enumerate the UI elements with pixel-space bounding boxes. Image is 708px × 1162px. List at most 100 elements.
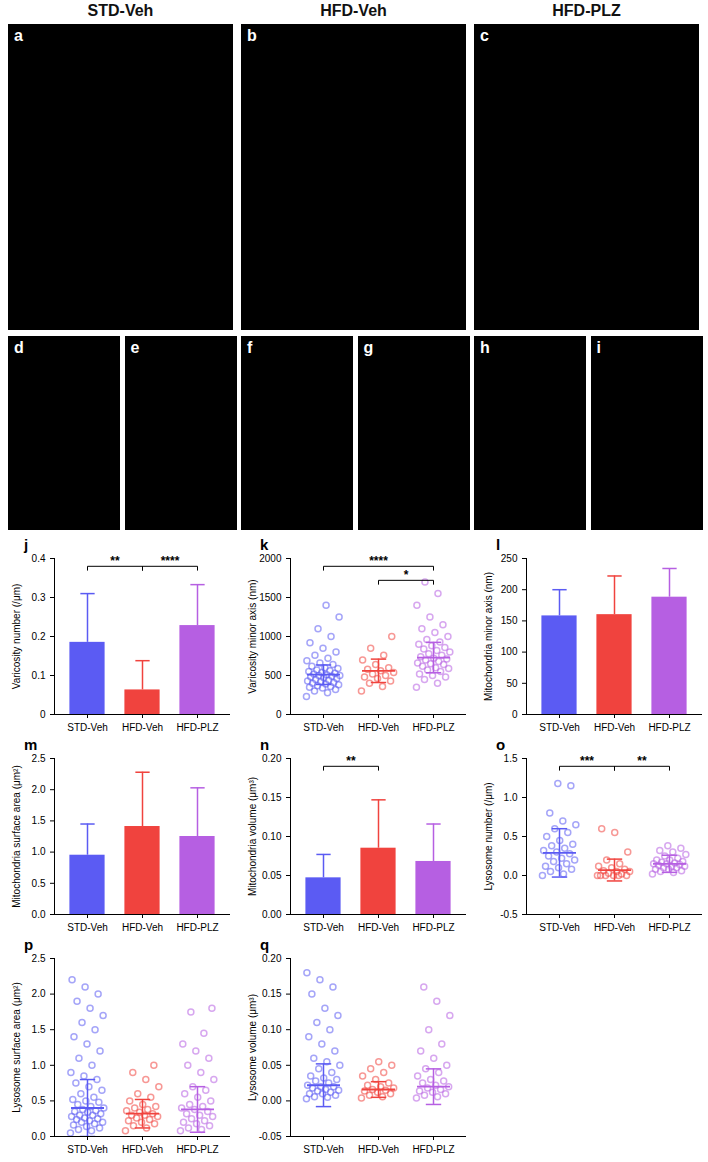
svg-text:HFD-PLZ: HFD-PLZ bbox=[648, 922, 690, 933]
svg-text:****: **** bbox=[369, 554, 388, 568]
svg-text:0.0: 0.0 bbox=[32, 909, 46, 920]
svg-text:1500: 1500 bbox=[259, 592, 282, 603]
svg-text:50: 50 bbox=[506, 678, 518, 689]
html-text:q: q bbox=[260, 936, 270, 953]
svg-text:0.4: 0.4 bbox=[32, 553, 46, 564]
svg-text:Mitochondria minor axis (nm): Mitochondria minor axis (nm) bbox=[483, 572, 494, 701]
svg-text:HFD-PLZ: HFD-PLZ bbox=[412, 722, 454, 733]
svg-text:1.0: 1.0 bbox=[504, 792, 518, 803]
svg-text:0.15: 0.15 bbox=[262, 792, 282, 803]
svg-text:HFD-Veh: HFD-Veh bbox=[358, 922, 399, 933]
svg-text:0.05: 0.05 bbox=[262, 870, 282, 881]
svg-text:0.05: 0.05 bbox=[262, 1060, 282, 1071]
svg-text:**: ** bbox=[637, 754, 647, 768]
svg-text:2.0: 2.0 bbox=[32, 784, 46, 795]
html-text:a: a bbox=[14, 27, 23, 44]
svg-text:0.00: 0.00 bbox=[262, 909, 282, 920]
svg-text:0.5: 0.5 bbox=[32, 1095, 46, 1106]
svg-text:0.10: 0.10 bbox=[262, 831, 282, 842]
svg-text:Mitochondria volume (μm³): Mitochondria volume (μm³) bbox=[247, 777, 258, 896]
svg-text:2.5: 2.5 bbox=[32, 953, 46, 964]
svg-text:STD-Veh: STD-Veh bbox=[67, 1144, 108, 1155]
html-text:e: e bbox=[130, 339, 140, 356]
svg-text:0: 0 bbox=[512, 709, 518, 720]
svg-text:0.2: 0.2 bbox=[32, 631, 46, 642]
svg-text:2.5: 2.5 bbox=[32, 753, 46, 764]
svg-text:HFD-Veh: HFD-Veh bbox=[358, 722, 399, 733]
svg-text:***: *** bbox=[580, 754, 594, 768]
svg-text:0.5: 0.5 bbox=[504, 831, 518, 842]
svg-text:****: **** bbox=[161, 554, 180, 568]
svg-text:*: * bbox=[404, 568, 409, 582]
svg-text:2.0: 2.0 bbox=[32, 988, 46, 999]
svg-text:**: ** bbox=[110, 554, 120, 568]
svg-text:150: 150 bbox=[501, 615, 518, 626]
svg-text:0.20: 0.20 bbox=[262, 953, 282, 964]
svg-text:500: 500 bbox=[265, 670, 282, 681]
html-text:STD-Veh: STD-Veh bbox=[87, 2, 154, 19]
html-text:p: p bbox=[24, 936, 34, 953]
svg-text:1000: 1000 bbox=[259, 631, 282, 642]
html-text:c: c bbox=[480, 27, 489, 44]
html-text:HFD-PLZ: HFD-PLZ bbox=[552, 2, 621, 19]
svg-text:1.0: 1.0 bbox=[32, 846, 46, 857]
svg-text:-0.05: -0.05 bbox=[259, 1131, 282, 1142]
html-text:d: d bbox=[14, 339, 24, 356]
svg-text:HFD-Veh: HFD-Veh bbox=[358, 1144, 399, 1155]
html-text:k: k bbox=[260, 536, 269, 553]
svg-text:Varicosity minor axis (nm): Varicosity minor axis (nm) bbox=[247, 579, 258, 693]
svg-text:Lysosome volume (μm³): Lysosome volume (μm³) bbox=[247, 994, 258, 1101]
svg-text:0: 0 bbox=[276, 709, 282, 720]
svg-text:**: ** bbox=[346, 754, 356, 768]
svg-text:0.3: 0.3 bbox=[32, 592, 46, 603]
svg-text:STD-Veh: STD-Veh bbox=[303, 722, 344, 733]
svg-text:STD-Veh: STD-Veh bbox=[67, 922, 108, 933]
svg-text:HFD-PLZ: HFD-PLZ bbox=[648, 722, 690, 733]
svg-text:Lysosome number (/μm): Lysosome number (/μm) bbox=[483, 782, 494, 890]
svg-text:250: 250 bbox=[501, 553, 518, 564]
svg-text:HFD-PLZ: HFD-PLZ bbox=[412, 1144, 454, 1155]
html-text:f: f bbox=[247, 339, 253, 356]
svg-text:STD-Veh: STD-Veh bbox=[303, 1144, 344, 1155]
svg-text:Lysosome surface area (μm²): Lysosome surface area (μm²) bbox=[11, 982, 22, 1112]
html-text:h: h bbox=[480, 339, 490, 356]
svg-text:0.20: 0.20 bbox=[262, 753, 282, 764]
svg-text:STD-Veh: STD-Veh bbox=[303, 922, 344, 933]
svg-text:0.1: 0.1 bbox=[32, 670, 46, 681]
svg-text:HFD-Veh: HFD-Veh bbox=[122, 722, 163, 733]
svg-text:0: 0 bbox=[40, 709, 46, 720]
html-text:m: m bbox=[24, 736, 38, 753]
svg-text:HFD-PLZ: HFD-PLZ bbox=[176, 922, 218, 933]
svg-text:HFD-PLZ: HFD-PLZ bbox=[176, 722, 218, 733]
svg-text:-0.5: -0.5 bbox=[500, 909, 518, 920]
svg-text:2000: 2000 bbox=[259, 553, 282, 564]
svg-text:HFD-PLZ: HFD-PLZ bbox=[412, 922, 454, 933]
svg-text:HFD-Veh: HFD-Veh bbox=[594, 922, 635, 933]
svg-text:0.00: 0.00 bbox=[262, 1095, 282, 1106]
svg-text:1.5: 1.5 bbox=[32, 1024, 46, 1035]
svg-text:100: 100 bbox=[501, 646, 518, 657]
svg-text:HFD-Veh: HFD-Veh bbox=[122, 922, 163, 933]
svg-text:0.0: 0.0 bbox=[504, 870, 518, 881]
svg-text:1.5: 1.5 bbox=[504, 753, 518, 764]
svg-text:STD-Veh: STD-Veh bbox=[539, 722, 580, 733]
html-text:n: n bbox=[260, 736, 270, 753]
svg-text:0.0: 0.0 bbox=[32, 1131, 46, 1142]
svg-text:1.5: 1.5 bbox=[32, 815, 46, 826]
svg-text:0.5: 0.5 bbox=[32, 878, 46, 889]
svg-text:0.15: 0.15 bbox=[262, 988, 282, 999]
svg-text:Mitochondria surface area (μm²: Mitochondria surface area (μm²) bbox=[11, 765, 22, 907]
html-text:g: g bbox=[363, 339, 374, 356]
svg-text:HFD-PLZ: HFD-PLZ bbox=[176, 1144, 218, 1155]
svg-text:HFD-Veh: HFD-Veh bbox=[122, 1144, 163, 1155]
svg-text:Varicosity number (/μm): Varicosity number (/μm) bbox=[11, 584, 22, 690]
svg-text:STD-Veh: STD-Veh bbox=[539, 922, 580, 933]
svg-text:HFD-Veh: HFD-Veh bbox=[594, 722, 635, 733]
svg-text:STD-Veh: STD-Veh bbox=[67, 722, 108, 733]
html-text:o: o bbox=[496, 736, 506, 753]
html-text:b: b bbox=[247, 27, 257, 44]
svg-text:1.0: 1.0 bbox=[32, 1060, 46, 1071]
svg-text:200: 200 bbox=[501, 584, 518, 595]
html-text:HFD-Veh: HFD-Veh bbox=[320, 2, 387, 19]
svg-text:0.10: 0.10 bbox=[262, 1024, 282, 1035]
